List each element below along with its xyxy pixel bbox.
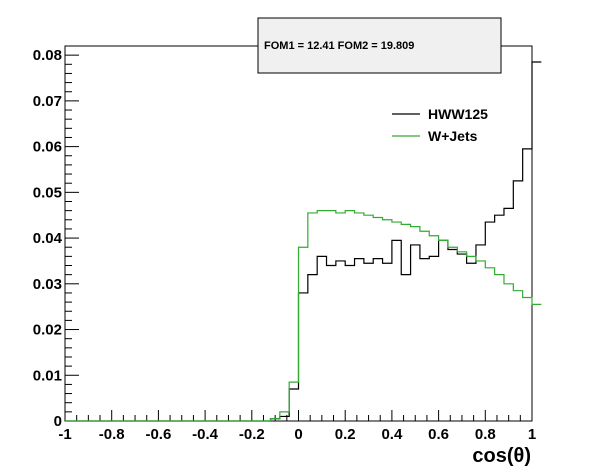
x-axis-title: cos(θ) — [472, 445, 531, 467]
x-tick-label: -0.6 — [145, 426, 171, 443]
y-tick-label: 0.04 — [33, 230, 63, 247]
x-tick-label: 0.6 — [428, 426, 449, 443]
y-tick-label: 0.08 — [33, 47, 62, 64]
x-tick-label: 0 — [294, 426, 302, 443]
y-tick-label: 0.02 — [33, 322, 62, 339]
x-tick-label: 0.8 — [475, 426, 496, 443]
series-layer — [65, 61, 542, 422]
y-tick-label: 0.05 — [33, 184, 62, 201]
x-tick-label: -0.2 — [239, 426, 265, 443]
x-tick-label: 0.4 — [381, 426, 403, 443]
y-tick-label: 0.03 — [33, 276, 62, 293]
x-tick-label: -0.8 — [99, 426, 125, 443]
y-tick-label: 0.07 — [33, 93, 62, 110]
y-tick-label: 0.06 — [33, 139, 62, 156]
annotation-box: FOM1 = 12.41 FOM2 = 19.809 — [257, 17, 502, 74]
y-tick-label: 0 — [54, 413, 62, 430]
x-tick-label: -0.4 — [192, 426, 219, 443]
x-tick-label: 0.2 — [335, 426, 356, 443]
y-tick-label: 0.01 — [33, 367, 62, 384]
x-tick-label: -1 — [58, 426, 71, 443]
annotation-box-bg — [257, 17, 502, 74]
legend: HWW125 W+Jets — [392, 106, 488, 144]
legend-label-wjets: W+Jets — [428, 128, 478, 144]
x-tick-label: 1 — [528, 426, 536, 443]
legend-label-hww125: HWW125 — [428, 106, 488, 122]
series-w-jets — [65, 210, 542, 422]
annotation-text: FOM1 = 12.41 FOM2 = 19.809 — [264, 40, 414, 52]
axis-ticks: -1 -0.8 -0.6 -0.4 -0.2 0 0.2 0.4 0.6 0.8 1 0 0.01 0.0… — [33, 47, 536, 443]
